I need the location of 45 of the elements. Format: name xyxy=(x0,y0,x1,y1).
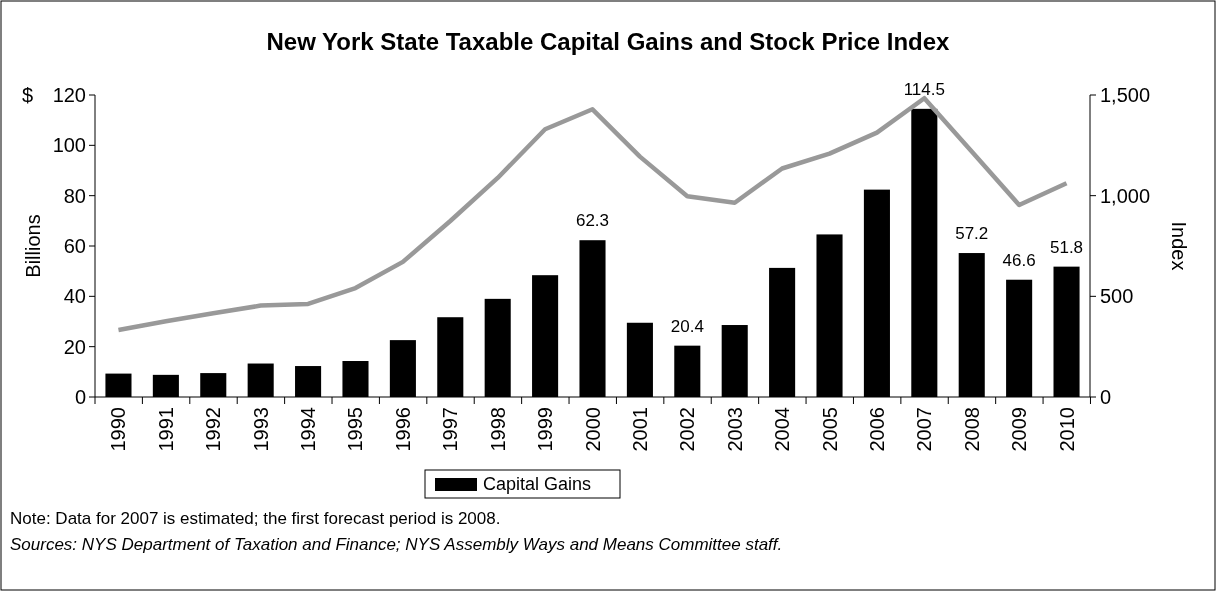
y-tick-label: 60 xyxy=(63,235,86,257)
source-note: Sources: NYS Department of Taxation and Finance; NYS Assembly Ways and Means Committee staff. xyxy=(10,535,783,554)
x-tick-label: 1991 xyxy=(154,407,177,452)
y2-tick-label: 1,000 xyxy=(1100,184,1151,207)
x-tick-label: 1997 xyxy=(439,407,462,452)
x-tick-label: 1995 xyxy=(344,407,367,452)
y-tick-label: 120 xyxy=(52,84,86,106)
data-label: 46.6 xyxy=(1002,250,1036,270)
y-tick-label: 100 xyxy=(52,134,86,157)
x-tick-label: 1994 xyxy=(297,407,320,452)
x-tick-label: 2008 xyxy=(960,407,983,452)
y2-tick-label: 500 xyxy=(1100,285,1134,308)
x-tick-label: 1998 xyxy=(486,407,509,452)
x-tick-label: 1993 xyxy=(249,407,272,452)
x-tick-label: 1992 xyxy=(202,407,225,452)
y-axis-title: Billions xyxy=(22,214,44,278)
y2-axis-title: Index xyxy=(1168,221,1190,271)
text: Note: Data for 2007 is estimated; the first forecast period is 2008. xyxy=(10,509,501,528)
x-tick-label: 2003 xyxy=(723,407,746,452)
y-tick-label: 40 xyxy=(63,285,86,308)
y-tick-label: 80 xyxy=(63,184,86,207)
x-tick-label: 2010 xyxy=(1055,407,1078,452)
data-label: 20.4 xyxy=(670,316,704,336)
data-label: 62.3 xyxy=(575,211,610,231)
x-tick-label: 2007 xyxy=(913,407,936,452)
y-tick-label: 20 xyxy=(63,335,86,358)
y-tick-label: 0 xyxy=(74,386,86,408)
x-tick-label: 2000 xyxy=(581,407,604,452)
legend-label: Capital Gains xyxy=(483,474,592,495)
chart-title: New York State Taxable Capital Gains and Stock Price Index xyxy=(266,28,951,55)
x-tick-label: 1996 xyxy=(391,407,414,452)
text: $ xyxy=(22,84,34,106)
x-tick-label: 1990 xyxy=(107,407,130,452)
data-label: 51.8 xyxy=(1049,237,1084,257)
y2-tick-label: 0 xyxy=(1100,386,1112,408)
x-tick-label: 2009 xyxy=(1008,407,1031,452)
x-tick-label: 2002 xyxy=(676,407,699,452)
x-tick-label: 2004 xyxy=(771,407,794,452)
data-label: 114.5 xyxy=(903,79,945,99)
x-tick-label: 2005 xyxy=(818,407,841,452)
y2-tick-label: 1,500 xyxy=(1100,84,1151,106)
x-tick-label: 2006 xyxy=(865,407,888,452)
data-label: 57.2 xyxy=(955,224,989,244)
x-tick-label: 1999 xyxy=(534,407,557,452)
x-tick-label: 2001 xyxy=(628,407,651,452)
